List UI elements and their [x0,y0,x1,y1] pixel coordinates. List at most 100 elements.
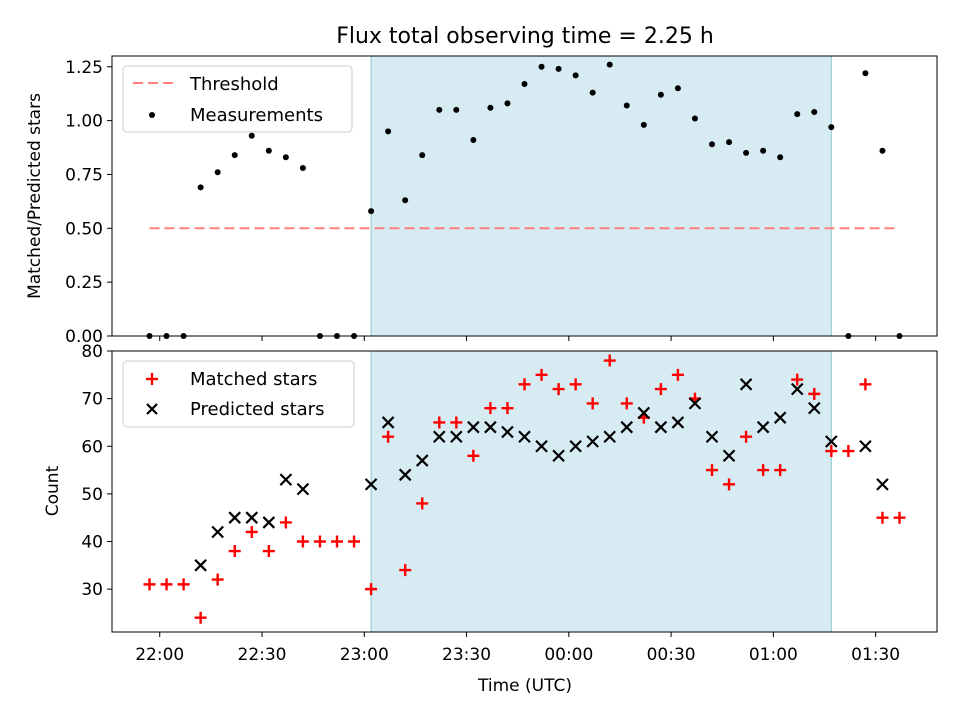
measurement-point [197,184,204,191]
predicted-star-point [739,378,753,391]
legend-threshold-label: Threshold [189,74,279,95]
measurement-point [674,85,681,92]
predicted-star-point [654,420,668,434]
legend-measurements-swatch [149,112,155,118]
bottom-y-axis-label: Count [43,465,63,516]
matched-star-point [757,464,770,477]
predicted-star-point [245,511,259,524]
top-legend-box [122,65,353,133]
matched-star-point [416,497,429,510]
predicted-star-point [398,468,412,482]
measurement-point [862,70,869,77]
measurement-point [385,128,392,135]
matched-star-point [774,464,787,477]
bottom-panel: 30 40 50 60 70 80 22:00 22:30 23:00 23:30 00:00 00… [43,342,938,696]
predicted-star-point [569,439,582,453]
legend-predicted-swatch [146,403,158,415]
measurement-point [487,104,494,111]
predicted-star-point [586,435,599,448]
measurement-point [572,72,579,79]
predicted-star-point [620,420,634,434]
predicted-star-point [705,430,719,444]
y-tick-label: 0.00 [65,327,103,347]
matched-star-point [859,378,872,391]
matched-star-point [825,445,838,458]
matched-star-point [740,430,753,443]
matched-star-point [211,573,224,586]
matched-star-point [365,583,378,596]
matched-star-point [484,402,497,415]
predicted-star-point [296,482,310,496]
matched-star-point [671,368,684,381]
bottom-panel-frame [111,350,938,633]
x-tick-label: 00:30 [647,645,696,665]
x-tick-label: 23:00 [340,645,389,665]
legend-measurements-label: Measurements [190,105,323,126]
bottom-legend-box [122,360,355,428]
measurement-point [248,132,255,139]
top-shaded-region [370,55,832,337]
measurement-point [691,115,698,122]
matched-star-point [706,464,718,477]
matched-star-point [279,516,292,529]
measurement-point [726,139,733,146]
y-tick-label: 1.25 [65,58,103,78]
measurement-point [402,197,409,204]
matched-star-point [245,525,258,538]
x-tick-label: 00:00 [544,645,593,665]
matched-star-point [842,445,855,458]
predicted-star-point [228,511,242,524]
matched-star-point [177,578,190,591]
matched-star-point [569,378,582,391]
legend-predicted-label: Predicted stars [190,399,324,420]
predicted-star-point [535,439,548,453]
measurement-point [623,102,630,109]
predicted-star-point [859,439,872,453]
bottom-shaded-region [370,350,832,633]
measurement-point [436,106,443,113]
x-tick-label: 01:00 [749,645,798,665]
top-y-axis-label: Matched/Predicted stars [25,93,45,299]
measurement-point [879,147,886,154]
measurement-point [419,152,426,159]
y-tick-label: 0.75 [65,165,103,185]
y-tick-label: 1.00 [65,112,103,132]
predicted-star-point [450,430,463,444]
measurement-point [282,154,289,161]
matched-star-point [723,478,736,491]
matched-star-point [313,535,326,548]
predicted-star-point [262,516,276,529]
top-legend: Threshold Measurements [122,65,353,133]
matched-star-point [382,430,395,443]
matched-star-point [586,397,599,410]
matched-star-point [603,354,616,367]
y-tick-label: 30 [81,580,103,600]
predicted-star-point [518,430,531,444]
measurement-point [657,91,664,98]
y-tick-label: 70 [81,390,103,410]
predicted-star-point [194,559,207,572]
predicted-star-point [876,478,889,491]
matched-star-point [620,397,633,410]
predicted-star-point [211,525,224,539]
top-panel-frame [111,55,938,337]
matched-star-point [552,383,565,396]
matched-star-point [399,564,412,577]
predicted-star-point [484,420,497,434]
matched-star-point [160,578,173,591]
predicted-star-point [552,449,565,463]
measurement-point [299,165,306,171]
matched-star-point [262,545,275,558]
measurement-point [555,65,562,72]
measurement-point [231,152,238,159]
matched-star-point [331,535,343,548]
measurement-point [606,61,613,68]
matched-star-point [228,545,241,558]
predicted-star-point [671,416,685,429]
bottom-legend: Matched stars Predicted stars [122,360,355,428]
measurement-point [794,111,801,118]
predicted-star-point [501,425,514,439]
matched-star-point [501,402,514,415]
x-tick-label: 22:00 [135,645,184,665]
